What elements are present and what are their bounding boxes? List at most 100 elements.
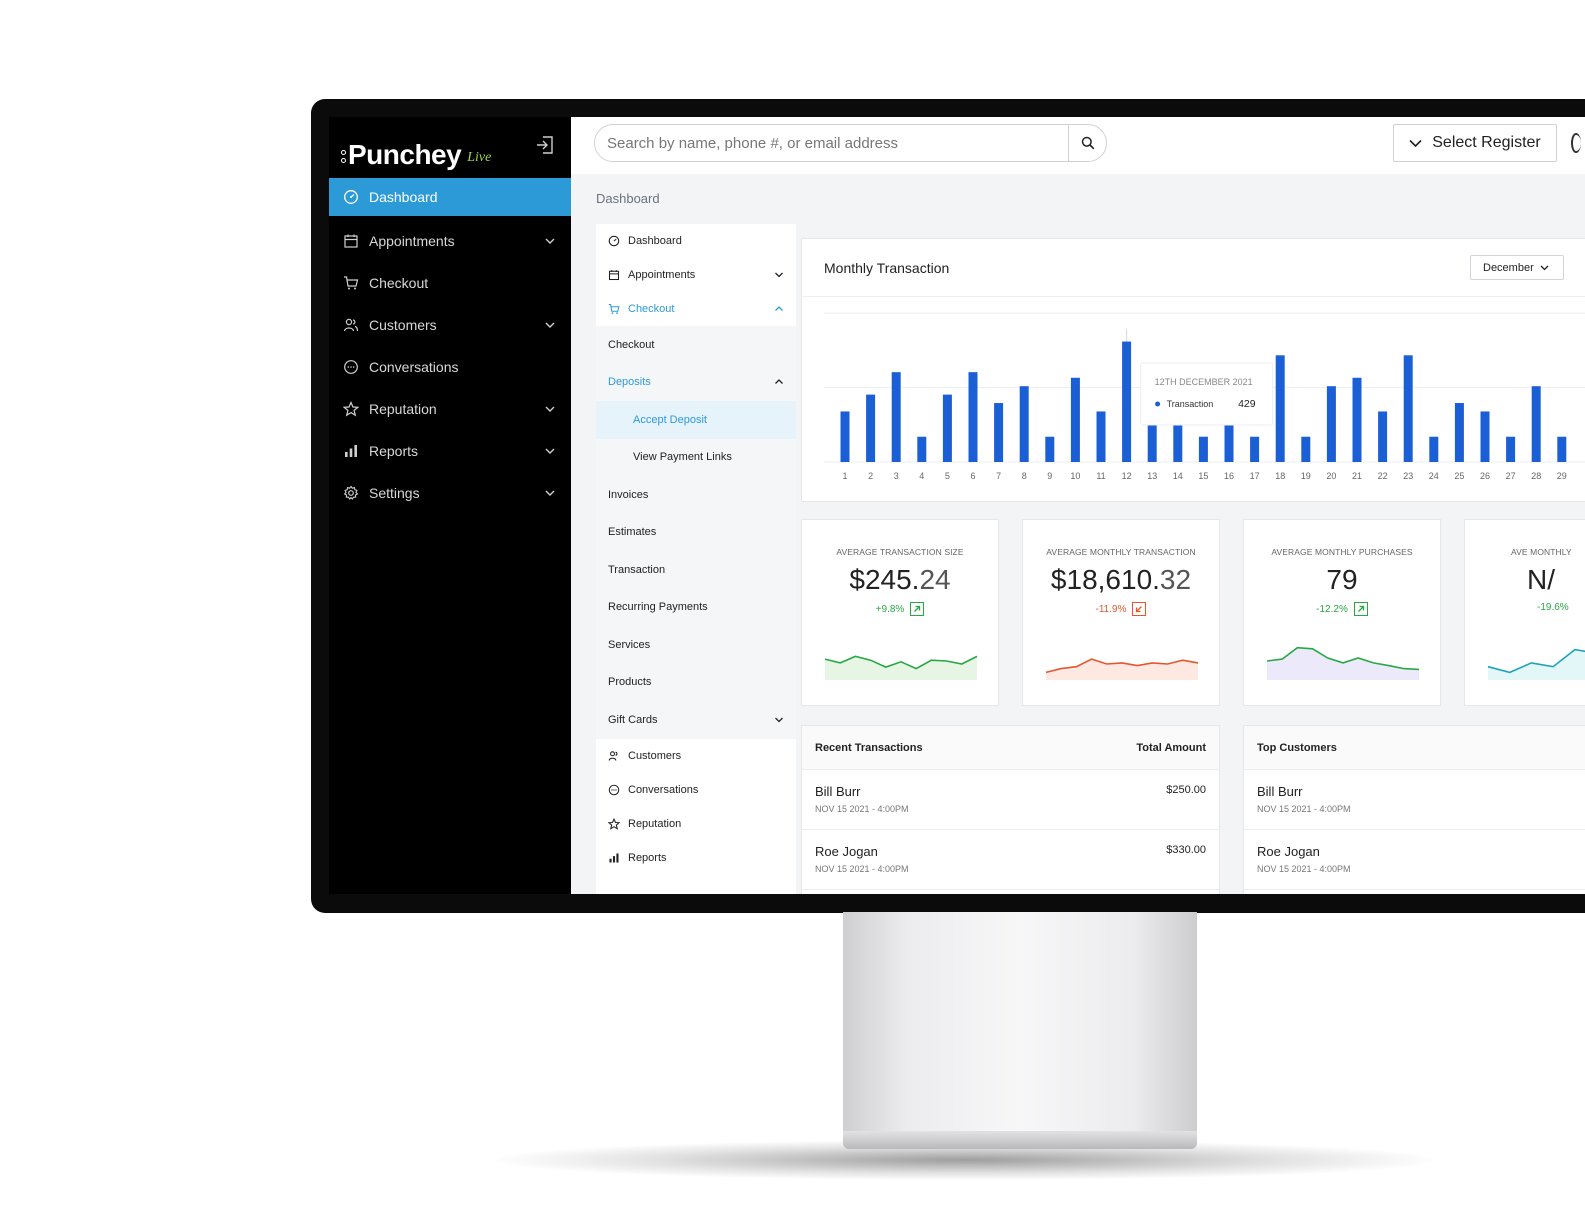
subnav-item-checkout[interactable]: Checkout [596, 292, 796, 326]
chart-bar[interactable] [1045, 436, 1055, 462]
sidebar-item-reputation[interactable]: Reputation [329, 388, 571, 430]
chart-bar[interactable] [1198, 436, 1208, 462]
subnav-deposits[interactable]: Deposits [596, 364, 796, 402]
select-register-dropdown[interactable]: Select Register [1393, 124, 1557, 162]
subnav-checkout[interactable]: Checkout [608, 338, 655, 351]
chart-bar[interactable] [1403, 355, 1413, 462]
sidebar-item-checkout[interactable]: Checkout [329, 262, 571, 304]
chart-bar[interactable] [1454, 403, 1464, 462]
chevron-down-icon [1540, 265, 1549, 270]
sidebar-item-appointments[interactable]: Appointments [329, 220, 571, 262]
table-row[interactable]: Bill Burr NOV 15 2021 - 4:00PM $250.00 [802, 770, 1219, 830]
chart-bar[interactable] [1429, 436, 1439, 462]
chart-bar[interactable] [1378, 411, 1388, 462]
logout-icon[interactable] [535, 135, 555, 155]
subnav-item-conversations[interactable]: Conversations [596, 773, 796, 807]
sparkline-line [824, 655, 978, 670]
chart-bar[interactable] [891, 372, 901, 462]
sidebar-item-conversations[interactable]: Conversations [329, 346, 571, 388]
chevron-down-icon [545, 322, 555, 328]
chart-bar[interactable] [1250, 436, 1260, 462]
recent-transactions-header: Recent Transactions Total Amount [802, 726, 1219, 770]
chart-bar[interactable] [1147, 422, 1157, 462]
subnav-products[interactable]: Products [608, 676, 652, 689]
subnav-item-customers[interactable]: Customers [596, 739, 796, 773]
sparkline [1266, 646, 1420, 680]
sidebar-item-settings[interactable]: Settings [329, 472, 571, 514]
subnav-accept-deposit[interactable]: Accept Deposit [596, 401, 796, 439]
chart-bar[interactable] [917, 436, 927, 462]
calendar-icon [344, 234, 358, 248]
sparkline-area [1267, 647, 1419, 680]
chart-bar[interactable] [1122, 341, 1132, 462]
subnav-item-appointments[interactable]: Appointments [596, 258, 796, 292]
chevron-up-icon [775, 379, 783, 385]
chart-bar[interactable] [1096, 411, 1106, 462]
sidebar-item-customers[interactable]: Customers [329, 304, 571, 346]
search-button[interactable] [1068, 125, 1106, 161]
chart-bar[interactable] [840, 411, 850, 462]
search-input[interactable] [595, 125, 1068, 161]
stat-card-avg-monthly-transaction: AVERAGE MONTHLY TRANSACTION $18,610.32 -… [1022, 519, 1220, 706]
stat-value-decimal: 24 [919, 564, 951, 595]
subnav-item-label: Appointments [628, 269, 696, 281]
subnav-item-dashboard[interactable]: Dashboard [596, 224, 796, 258]
chart-bar[interactable] [1224, 422, 1234, 462]
chart-bar[interactable] [942, 394, 952, 462]
table-row[interactable]: Roe Jogan NOV 15 2021 - 4:00PM [1244, 830, 1585, 890]
x-tick-label: 10 [1070, 471, 1080, 481]
brand-logo[interactable]: Punchey Live [341, 129, 491, 169]
stat-label: AVE MONTHLY [1511, 547, 1572, 557]
chart-bar[interactable] [1301, 436, 1311, 462]
star-icon [608, 817, 620, 830]
gear-icon [343, 485, 359, 500]
subnav-invoices[interactable]: Invoices [608, 488, 649, 501]
table-row[interactable]: Bill Burr NOV 15 2021 - 4:00PM [1244, 770, 1585, 830]
tooltip-series-name: Transaction [1167, 399, 1214, 409]
x-tick-label: 5 [945, 471, 950, 481]
transaction-amount: $330.00 [1166, 844, 1206, 856]
chart-bar[interactable] [968, 372, 978, 462]
x-tick-label: 19 [1301, 471, 1311, 481]
subnav-services[interactable]: Services [608, 638, 651, 651]
subnav-estimates[interactable]: Estimates [608, 526, 657, 539]
month-select[interactable]: December [1470, 255, 1564, 280]
total-amount-header: Total Amount [1136, 741, 1206, 754]
subnav-view-payment-links[interactable]: View Payment Links [633, 451, 732, 464]
sidebar-item-reports[interactable]: Reports [329, 430, 571, 472]
chart-bar[interactable] [1070, 377, 1080, 462]
subnav-item-label: Dashboard [628, 235, 682, 247]
chart-tooltip: 12TH DECEMBER 2021 Transaction 429 [1140, 362, 1274, 426]
chat-icon [344, 360, 358, 374]
chart-bar[interactable] [1557, 436, 1567, 462]
stat-delta-value: +9.8% [875, 603, 905, 615]
sidebar-item-dashboard[interactable]: Dashboard [329, 178, 571, 216]
table-row[interactable]: Roe Jogan NOV 15 2021 - 4:00PM $330.00 [802, 830, 1219, 890]
stat-card-avg-transaction-size: AVERAGE TRANSACTION SIZE $245.24 +9.8% [801, 519, 999, 706]
chart-bar[interactable] [1275, 355, 1285, 462]
subnav-deposits-label: Deposits [608, 376, 651, 389]
chart-bar[interactable] [1480, 411, 1490, 462]
chart-bar[interactable] [1326, 386, 1336, 462]
sidebar-item-label: Checkout [369, 275, 429, 291]
cart-icon [344, 276, 359, 290]
subnav-item-reputation[interactable]: Reputation [596, 807, 796, 841]
chart-title: Monthly Transaction [824, 260, 950, 276]
user-avatar-icon[interactable] [1571, 133, 1581, 153]
subnav-gift-cards[interactable]: Gift Cards [596, 701, 796, 739]
chart-bar[interactable] [1352, 377, 1362, 462]
checkout-submenu: Checkout Deposits Accept Deposit View Pa… [596, 326, 796, 739]
chart-bar[interactable] [994, 403, 1004, 462]
chart-bar[interactable] [1019, 386, 1029, 462]
subnav-transaction[interactable]: Transaction [608, 563, 666, 576]
sidebar-item-label: Reputation [369, 401, 437, 417]
chart-bar[interactable] [1173, 422, 1183, 462]
chart-bar[interactable] [866, 394, 876, 462]
subnav-recurring-payments[interactable]: Recurring Payments [608, 601, 708, 614]
chart-bar[interactable] [1506, 436, 1516, 462]
subnav-item-reports[interactable]: Reports [596, 841, 796, 875]
chart-bar[interactable] [1531, 386, 1541, 462]
stat-delta: +9.8% [802, 602, 998, 616]
sparkline-area [1488, 649, 1585, 680]
app-screen: Punchey Live Dashboard Appointments Chec… [329, 117, 1585, 894]
